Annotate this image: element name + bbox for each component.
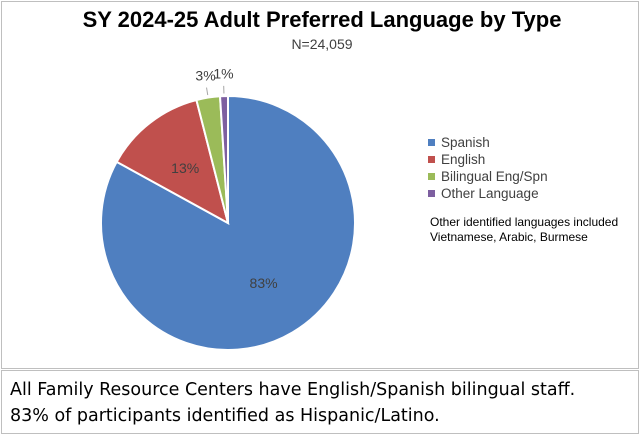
legend-swatch (428, 190, 435, 197)
chart-title: SY 2024-25 Adult Preferred Language by T… (82, 7, 562, 32)
data-label-english: 13% (171, 160, 199, 176)
pie-slice-english (115, 98, 230, 225)
legend-item: Other Language (428, 185, 548, 202)
data-label-spanish: 83% (250, 275, 278, 291)
data-label-other-language: 1% (213, 66, 233, 82)
legend-label: English (441, 152, 486, 167)
data-label-bilingual-eng-spn: 3% (195, 67, 215, 83)
caption-box: All Family Resource Centers have English… (1, 370, 639, 434)
chart-area: SY 2024-25 Adult Preferred Language by T… (1, 1, 639, 369)
pie-chart: 83% 13% 3%1% (100, 66, 356, 351)
chart-subtitle: N=24,059 (291, 36, 353, 52)
caption-line-1: All Family Resource Centers have English… (10, 380, 576, 400)
legend-label: Other Language (441, 186, 539, 201)
chart-note: Other identified languages included Viet… (430, 215, 619, 244)
legend-item: Spanish (428, 134, 548, 151)
legend-swatch (428, 139, 435, 146)
legend-label: Bilingual Eng/Spn (441, 169, 548, 184)
legend-item: English (428, 151, 548, 168)
leader-line (206, 87, 209, 96)
caption-line-2: 83% of participants identified as Hispan… (10, 406, 440, 426)
legend-swatch (428, 156, 435, 163)
pie-slice-other-language (218, 94, 229, 224)
legend-swatch (428, 173, 435, 180)
legend-item: Bilingual Eng/Spn (428, 168, 548, 185)
chart-legend: Spanish English Bilingual Eng/Spn Other Lan… (428, 134, 548, 202)
legend-label: Spanish (441, 135, 490, 150)
